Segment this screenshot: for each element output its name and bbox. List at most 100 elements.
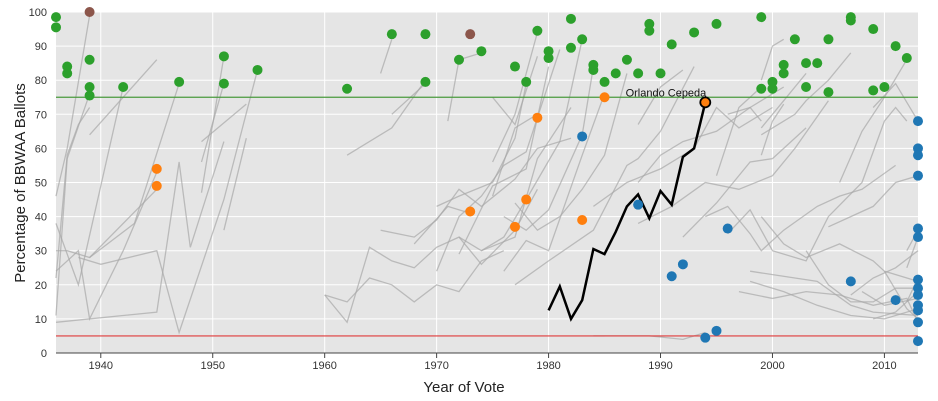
- data-point-elected: [689, 27, 700, 38]
- background-series-line: [805, 250, 918, 303]
- background-series-line: [760, 38, 785, 81]
- highlight-series: [547, 102, 707, 322]
- highlight-marker: Orlando Cepeda: [626, 87, 712, 109]
- highlight-line: [547, 102, 707, 322]
- scatter-points: [51, 7, 923, 347]
- background-series-line: [682, 127, 807, 238]
- data-point-not-elected: [532, 112, 543, 123]
- background-series-line: [749, 280, 919, 320]
- background-series-line: [413, 205, 471, 245]
- x-tick-label: 1970: [424, 360, 448, 372]
- y-tick-label: 90: [35, 41, 47, 53]
- data-point-still-eligible: [913, 305, 923, 316]
- data-point-elected: [778, 59, 789, 70]
- background-series-line: [55, 15, 91, 197]
- data-point-elected: [621, 54, 632, 65]
- data-point-not-elected: [509, 221, 520, 232]
- background-series-line: [750, 270, 919, 317]
- data-point-still-eligible: [722, 223, 733, 234]
- background-series-line: [760, 72, 807, 129]
- data-point-elected: [51, 22, 61, 33]
- data-point-elected: [84, 90, 95, 101]
- background-series-line: [380, 137, 572, 238]
- background-series-line: [436, 83, 527, 207]
- data-point-elected: [666, 39, 677, 50]
- data-point-still-eligible: [913, 116, 923, 127]
- background-series-line: [491, 113, 538, 197]
- data-point-elected: [756, 83, 767, 94]
- data-point-elected: [901, 53, 912, 64]
- data-point-elected: [655, 68, 666, 79]
- data-point-still-eligible: [913, 317, 923, 328]
- data-point-still-eligible: [913, 170, 923, 181]
- data-point-elected: [420, 76, 431, 87]
- data-point-elected: [711, 18, 722, 29]
- y-tick-label: 30: [35, 246, 47, 258]
- x-tick-label: 1990: [648, 360, 672, 372]
- x-tick-label: 1950: [200, 360, 224, 372]
- y-tick-label: 0: [41, 348, 47, 360]
- data-point-elected: [778, 68, 789, 79]
- data-point-elected: [633, 68, 644, 79]
- background-series-line: [872, 82, 919, 122]
- data-point-not-elected: [151, 180, 162, 191]
- background-series-line: [223, 138, 247, 231]
- data-point-still-eligible: [677, 259, 688, 270]
- data-point-not-elected: [465, 206, 476, 217]
- data-point-still-eligible: [711, 325, 722, 336]
- background-series-line: [839, 59, 908, 183]
- data-point-elected: [610, 68, 621, 79]
- data-point-still-eligible: [913, 290, 923, 301]
- background-series-line: [458, 107, 572, 252]
- data-point-elected: [62, 68, 73, 79]
- background-series-line: [850, 250, 919, 296]
- background-series-line: [883, 270, 919, 320]
- background-series-line: [873, 291, 919, 320]
- data-point-elected: [509, 61, 520, 72]
- background-series-line: [715, 86, 762, 176]
- data-point-still-eligible: [633, 199, 644, 210]
- data-point-not-elected: [577, 215, 588, 226]
- background-series-line: [514, 73, 628, 232]
- data-point-elected: [454, 54, 465, 65]
- highlight-label: Orlando Cepeda: [626, 87, 708, 99]
- data-point-still-eligible: [666, 271, 677, 282]
- data-point-still-eligible: [890, 295, 901, 306]
- data-point-still-eligible: [913, 274, 923, 285]
- y-axis-title: Percentage of BBWAA Ballots: [12, 83, 29, 283]
- x-tick-label: 2000: [760, 360, 784, 372]
- background-series-line: [391, 83, 426, 115]
- data-point-elected: [845, 15, 856, 26]
- x-tick-label: 1940: [89, 360, 113, 372]
- background-series-line: [78, 69, 259, 335]
- x-tick-label: 1960: [312, 360, 336, 372]
- background-series-line: [503, 93, 606, 272]
- data-point-elected: [342, 83, 353, 94]
- data-point-elected: [812, 58, 823, 69]
- background-series-line: [55, 107, 91, 279]
- data-point-elected: [868, 24, 879, 35]
- data-point-elected: [218, 51, 229, 62]
- background-series-line: [324, 188, 538, 324]
- background-series-line: [760, 103, 785, 156]
- data-point-elected: [801, 82, 812, 93]
- data-point-elected: [588, 64, 599, 75]
- y-tick-label: 40: [35, 212, 47, 224]
- background-series-line: [637, 69, 684, 125]
- x-axis-title: Year of Vote: [423, 379, 504, 396]
- data-point-still-eligible: [700, 332, 711, 343]
- data-point-not-elected: [521, 194, 532, 205]
- data-point-elected: [51, 12, 61, 23]
- x-tick-label: 2010: [872, 360, 896, 372]
- background-series-line: [55, 93, 91, 316]
- data-point-elected: [218, 78, 229, 89]
- background-series-line: [89, 83, 180, 259]
- background-series-line: [514, 66, 695, 286]
- data-point-still-eligible: [913, 150, 923, 161]
- data-point-elected: [767, 83, 778, 94]
- background-series-line: [828, 175, 919, 228]
- y-tick-label: 100: [29, 7, 47, 19]
- data-point-still-eligible: [577, 131, 588, 142]
- highlight-end-point: [699, 96, 712, 109]
